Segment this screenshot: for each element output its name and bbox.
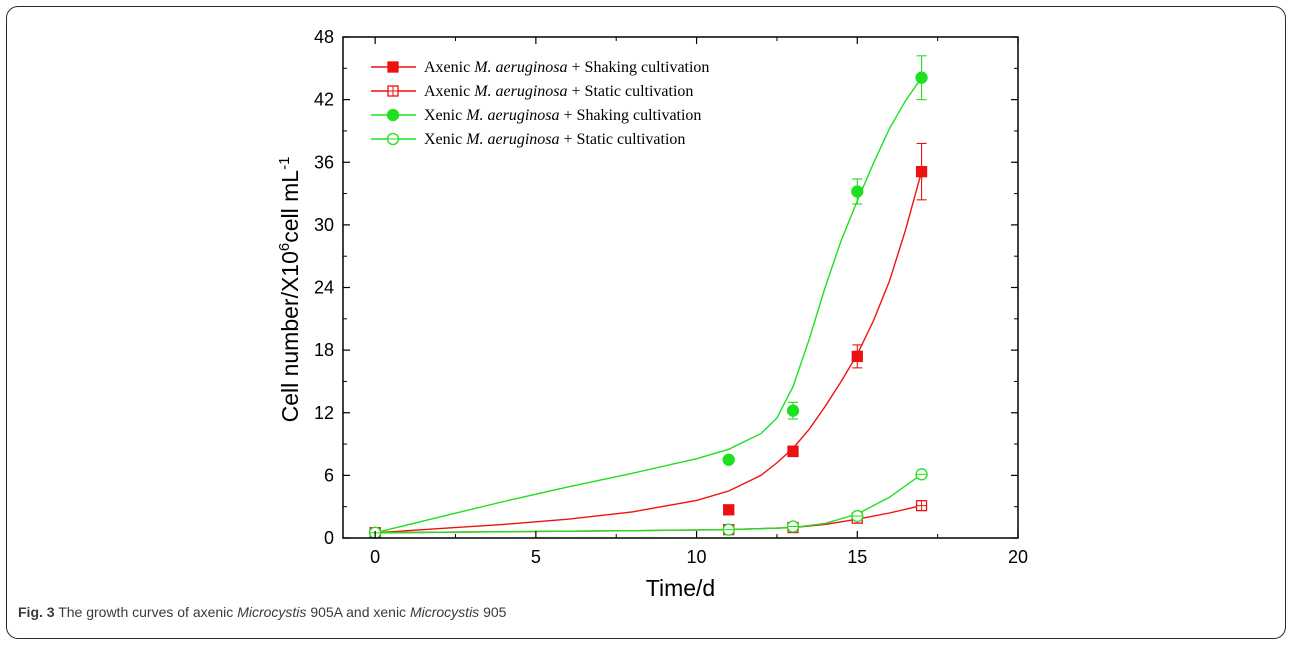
legend-label-suffix: + Shaking cultivation — [560, 107, 702, 124]
caption-text-2: 905A and xenic — [310, 604, 407, 620]
y-axis-title-main: Cell number/X10 — [277, 251, 303, 422]
legend-marker — [386, 108, 400, 122]
x-tick-label: 5 — [531, 547, 541, 567]
y-tick-label: 30 — [314, 215, 334, 235]
data-point — [915, 71, 928, 84]
figure-caption: Fig. 3 The growth curves of axenic Micro… — [18, 604, 506, 620]
legend-item-4: Xenic M. aeruginosa + Static cultivation — [371, 131, 685, 148]
y-tick-label: 42 — [314, 90, 334, 110]
legend-item-2: Axenic M. aeruginosa + Static cultivatio… — [371, 83, 693, 100]
data-point — [786, 404, 800, 417]
figure-label: Fig. 3 — [18, 604, 55, 620]
legend-label-species: M. aeruginosa — [473, 59, 567, 76]
legend-label: Axenic M. aeruginosa + Static cultivatio… — [424, 83, 693, 100]
y-tick-label: 6 — [324, 465, 334, 485]
legend-label-suffix: + Static cultivation — [568, 83, 694, 100]
x-tick-label: 0 — [370, 547, 380, 567]
data-point — [851, 350, 863, 363]
x-tick-label: 15 — [847, 547, 867, 567]
caption-text-1: The growth curves of axenic — [58, 604, 234, 620]
legend-label-prefix: Xenic — [424, 107, 466, 124]
caption-italic-1: Microcystis — [237, 604, 307, 620]
series-4 — [368, 468, 928, 539]
data-point — [787, 445, 799, 458]
legend-label-species: M. aeruginosa — [465, 107, 559, 124]
series-1 — [369, 142, 928, 539]
y-axis-title-exp: 6 — [276, 243, 293, 251]
legend-marker — [387, 85, 399, 97]
legend-item-1: Axenic M. aeruginosa + Shaking cultivati… — [371, 59, 709, 76]
caption-italic-2: Microcystis — [409, 604, 480, 620]
legend-item-3: Xenic M. aeruginosa + Shaking cultivatio… — [371, 107, 701, 124]
y-axis-title: Cell number/X106cell mL-1 — [276, 157, 303, 423]
legend-label: Axenic M. aeruginosa + Shaking cultivati… — [424, 59, 709, 76]
y-tick-label: 36 — [314, 152, 334, 172]
series-3 — [368, 55, 928, 539]
series-4-fit-line — [375, 473, 923, 534]
legend-label: Xenic M. aeruginosa + Static cultivation — [424, 131, 685, 148]
series-1-fit-line — [375, 171, 923, 534]
legend-marker — [387, 61, 399, 73]
data-point — [786, 520, 800, 533]
y-axis-title-unit: cell mL — [277, 170, 303, 243]
legend-label-prefix: Xenic — [424, 131, 466, 148]
x-tick-label: 10 — [687, 547, 707, 567]
legend-label-suffix: + Shaking cultivation — [568, 59, 710, 76]
legend-marker — [386, 132, 400, 146]
caption-text-3: 905 — [483, 604, 507, 620]
data-point — [851, 185, 864, 198]
x-axis-title: Time/d — [646, 575, 715, 601]
data-point — [722, 523, 735, 536]
data-point — [722, 453, 735, 466]
series-3-fit-line — [374, 77, 923, 534]
y-tick-label: 48 — [314, 27, 334, 47]
data-point — [723, 504, 735, 516]
legend-label-prefix: Axenic — [424, 59, 474, 76]
y-tick-label: 0 — [324, 528, 334, 548]
legend-label: Xenic M. aeruginosa + Shaking cultivatio… — [424, 107, 701, 124]
y-tick-label: 18 — [314, 340, 334, 360]
legend-label-species: M. aeruginosa — [465, 131, 559, 148]
y-axis-title-unit-exp: -1 — [276, 157, 293, 170]
data-point — [851, 509, 864, 523]
legend-label-species: M. aeruginosa — [473, 83, 567, 100]
y-tick-label: 24 — [314, 278, 334, 298]
legend: Axenic M. aeruginosa + Shaking cultivati… — [371, 59, 709, 148]
data-point — [915, 468, 928, 481]
figure-frame — [6, 6, 1286, 639]
data-point — [915, 165, 928, 178]
legend-label-prefix: Axenic — [424, 83, 474, 100]
legend-label-suffix: + Static cultivation — [560, 131, 686, 148]
y-tick-label: 12 — [314, 403, 334, 423]
data-point — [915, 499, 928, 512]
x-tick-label: 20 — [1008, 547, 1028, 567]
